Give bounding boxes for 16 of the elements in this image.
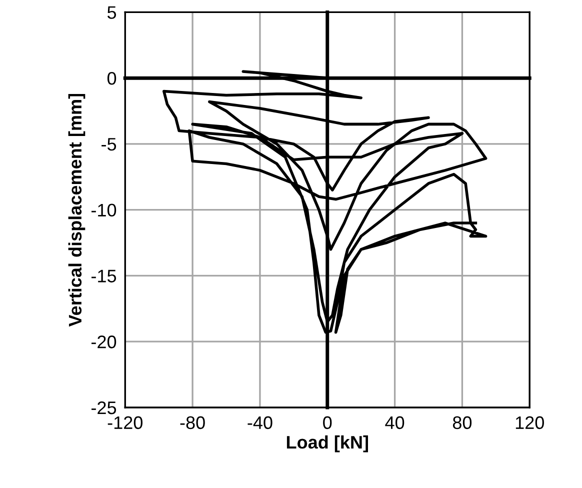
y-axis-title: Vertical displacement [mm]	[68, 94, 86, 327]
y-tick-label: -5	[102, 138, 116, 151]
y-tick-label: 5	[107, 6, 116, 19]
y-tick-label: -10	[92, 204, 116, 217]
x-axis-title: Load [kN]	[286, 435, 368, 452]
y-tick-label: -15	[92, 270, 116, 282]
x-tick-label: 120	[516, 416, 544, 430]
x-tick-label: -80	[180, 416, 205, 430]
x-tick-label: 80	[452, 416, 472, 430]
x-tick-label: -120	[108, 416, 142, 430]
x-tick-label: 0	[323, 416, 332, 430]
y-tick-label: 0	[107, 72, 116, 85]
y-tick-label: -25	[92, 401, 116, 414]
y-tick-label: -20	[92, 336, 116, 348]
x-tick-label: -40	[248, 416, 272, 430]
x-tick-label: 40	[385, 416, 404, 430]
